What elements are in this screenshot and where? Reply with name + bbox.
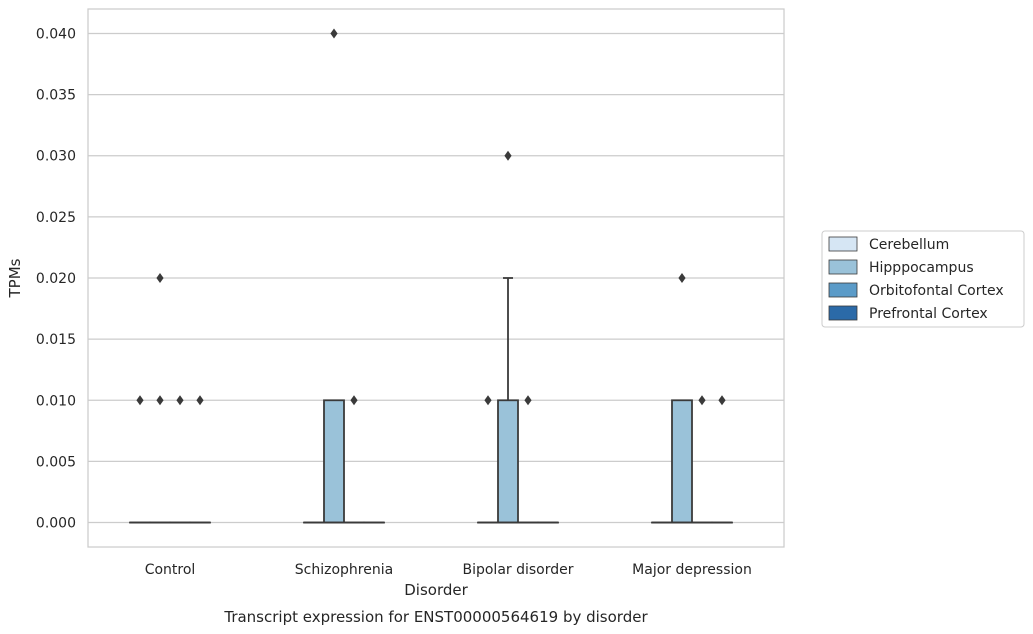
y-tick-label: 0.015	[36, 332, 76, 348]
y-tick-label: 0.000	[36, 516, 76, 532]
x-axis-label: Disorder	[404, 581, 468, 599]
legend-swatch	[828, 282, 858, 298]
outlier-point	[718, 395, 726, 406]
outlier-point	[698, 395, 706, 406]
plot-frame	[87, 8, 785, 548]
box-orbitofontal-cortex	[517, 395, 539, 524]
box	[671, 399, 693, 524]
box-orbitofontal-cortex	[691, 395, 713, 524]
outlier-point	[136, 395, 144, 406]
x-tick-labels: Control Schizophrenia Bipolar disorder Majo…	[145, 562, 752, 578]
y-tick-labels: 0.000 0.005 0.010 0.015 0.020 0.025 0.030 0.035…	[36, 26, 76, 531]
outlier-point	[524, 395, 532, 406]
y-tick-label: 0.040	[36, 26, 76, 42]
y-tick-label: 0.005	[36, 454, 76, 470]
legend-swatch	[828, 259, 858, 275]
box-prefrontal-cortex	[189, 395, 211, 524]
outlier-point	[504, 150, 512, 161]
outlier-point	[330, 28, 338, 39]
legend-swatch	[828, 305, 858, 321]
box-groups	[129, 28, 733, 524]
x-tick-label: Control	[145, 562, 196, 578]
legend: Cerebellum Hipppocampus Orbitofontal Corte…	[821, 230, 1025, 328]
box-hipppocampus	[497, 150, 519, 524]
x-tick-label: Schizophrenia	[295, 562, 393, 578]
legend-label: Orbitofontal Cortex	[869, 283, 1004, 299]
y-tick-label: 0.030	[36, 149, 76, 165]
outlier-point	[156, 273, 164, 283]
box-hipppocampus	[671, 273, 693, 524]
legend-label: Cerebellum	[869, 237, 949, 253]
box-orbitofontal-cortex	[343, 395, 365, 524]
legend-label: Hipppocampus	[869, 260, 974, 276]
x-tick-label: Major depression	[632, 562, 752, 578]
legend-frame	[821, 230, 1025, 328]
y-tick-label: 0.035	[36, 88, 76, 104]
chart-caption: Transcript expression for ENST0000056461…	[223, 608, 648, 626]
gridlines	[88, 32, 784, 524]
box	[323, 399, 345, 524]
outlier-point	[156, 395, 164, 406]
legend-swatch	[828, 236, 858, 252]
outlier-point	[196, 395, 204, 406]
box-cerebellum	[477, 395, 499, 524]
x-tick-label: Bipolar disorder	[462, 562, 573, 578]
box-orbitofontal-cortex	[169, 395, 191, 524]
box-hipppocampus	[149, 273, 171, 524]
box	[497, 399, 519, 524]
y-tick-label: 0.025	[36, 210, 76, 226]
outlier-point	[176, 395, 184, 406]
legend-label: Prefrontal Cortex	[869, 306, 988, 322]
outlier-point	[678, 273, 686, 283]
y-tick-label: 0.020	[36, 271, 76, 287]
box-hipppocampus	[323, 28, 345, 524]
outlier-point	[350, 395, 358, 406]
box-cerebellum	[129, 395, 151, 524]
box-prefrontal-cortex	[711, 395, 733, 524]
y-axis-label: TPMs	[6, 258, 24, 298]
y-tick-label: 0.010	[36, 393, 76, 409]
outlier-point	[484, 395, 492, 406]
